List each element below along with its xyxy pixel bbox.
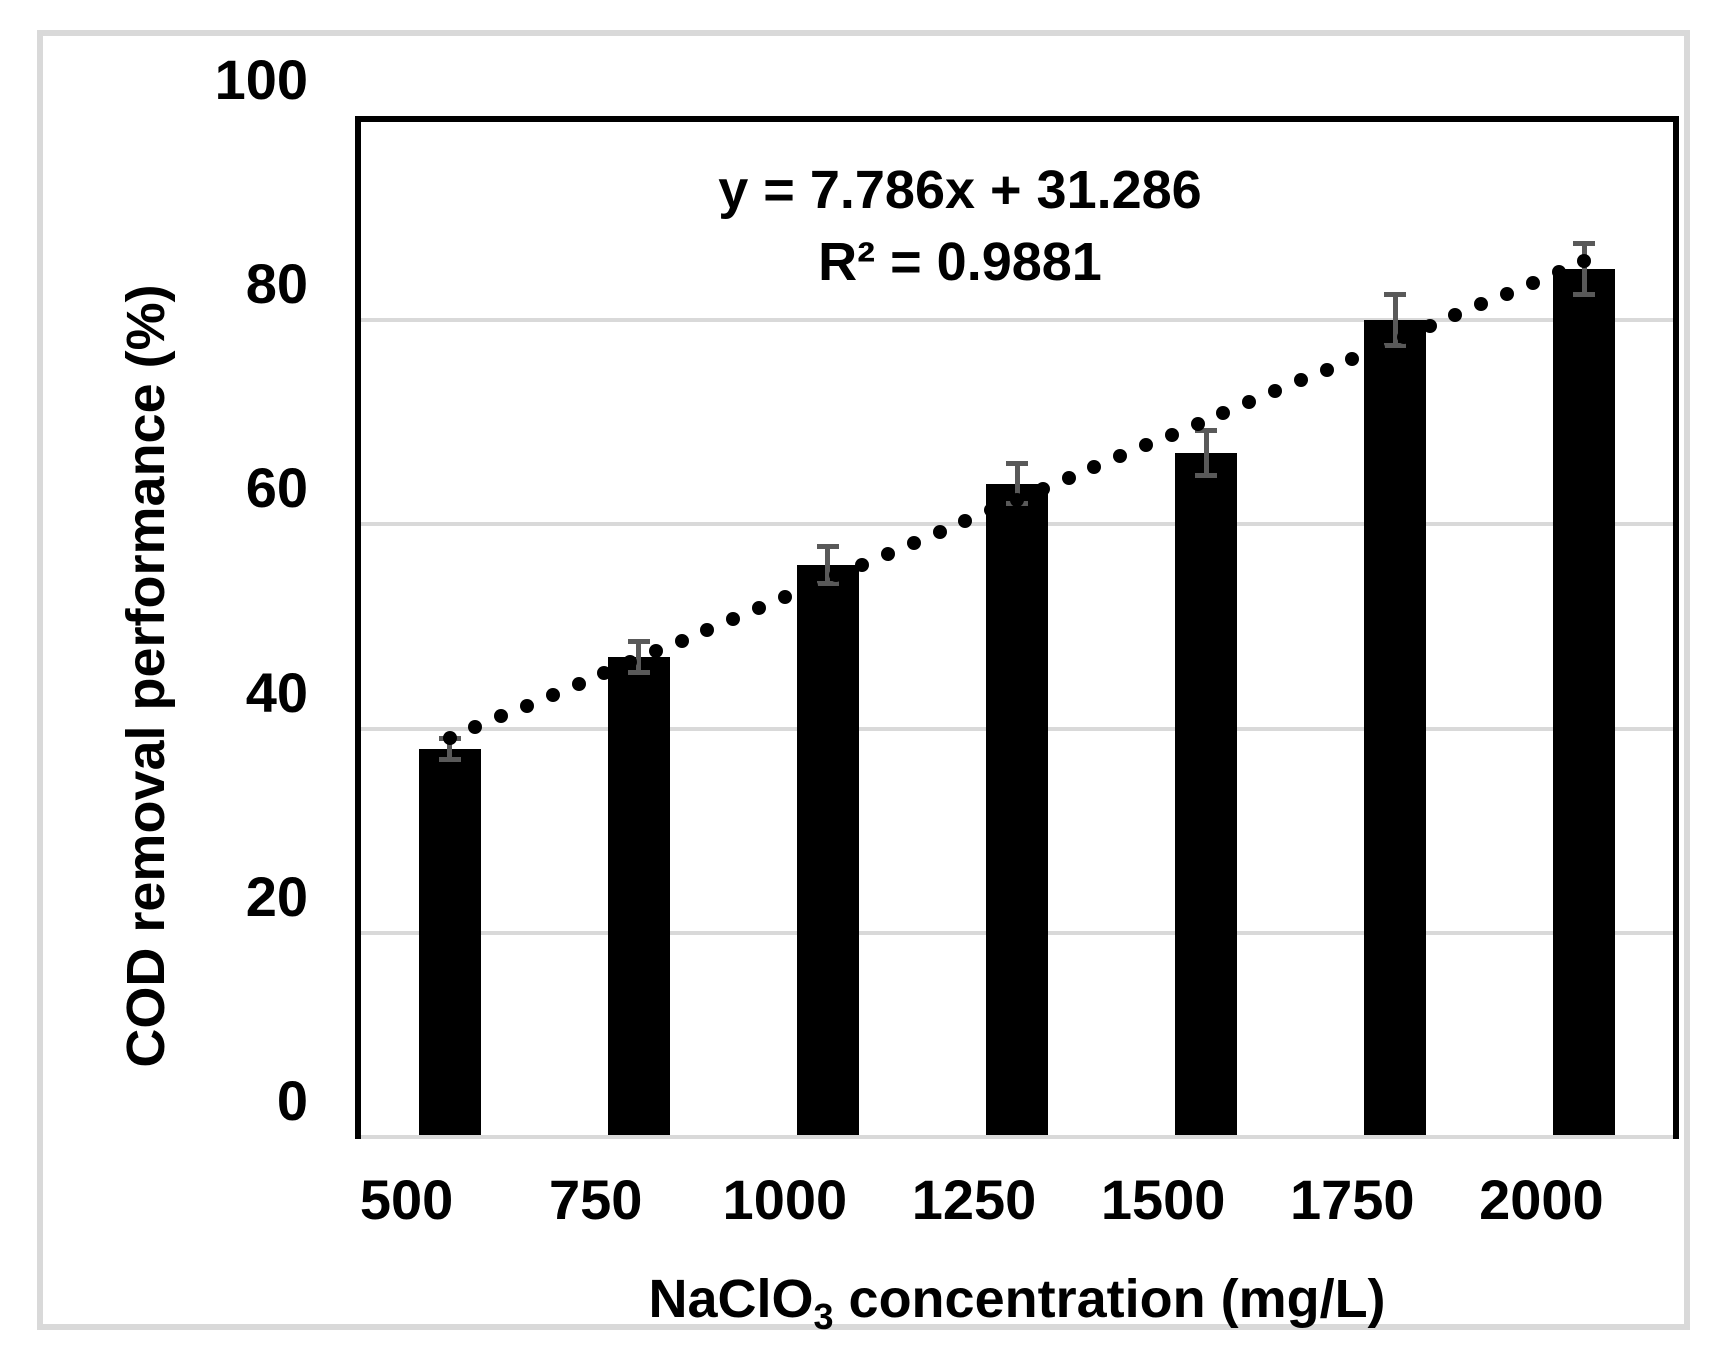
plot-area: y = 7.786x + 31.286 R² = 0.9881 xyxy=(355,116,1679,1139)
bar-1000 xyxy=(796,565,859,1137)
trendline-dot xyxy=(777,590,792,605)
trendline-dot xyxy=(1319,362,1334,377)
trendline-dot xyxy=(1113,449,1128,464)
x-axis-title-subscript: 3 xyxy=(813,1296,834,1337)
y-tick-20: 20 xyxy=(245,864,308,928)
bar-750 xyxy=(607,657,670,1137)
trendline-dot xyxy=(829,568,844,583)
trendline-dot xyxy=(881,546,896,561)
trendline-dot xyxy=(1422,319,1437,334)
trendline-dot xyxy=(468,720,483,735)
plot-border-right xyxy=(1673,116,1679,1139)
x-tick-2000: 2000 xyxy=(1479,1168,1604,1231)
x-axis-title-rest: concentration (mg/L) xyxy=(833,1269,1386,1329)
trendline-dot xyxy=(1061,470,1076,485)
trendline-dot xyxy=(1525,275,1540,290)
trendline-equation: y = 7.786x + 31.286 R² = 0.9881 xyxy=(718,154,1201,298)
error-cap-top-1750 xyxy=(1384,292,1407,298)
error-cap-bottom-2000 xyxy=(1573,292,1596,298)
trendline-dot xyxy=(571,676,586,691)
r-squared-line: R² = 0.9881 xyxy=(818,232,1102,292)
error-bar-1000 xyxy=(825,546,831,584)
trendline-dot xyxy=(623,655,638,670)
error-cap-bottom-1500 xyxy=(1195,472,1218,478)
trendline-dot xyxy=(932,525,947,540)
trendline-dot xyxy=(726,611,741,626)
error-cap-top-750 xyxy=(627,639,650,645)
trendline-dot xyxy=(984,503,999,518)
trendline-dot xyxy=(519,698,534,713)
equation-line: y = 7.786x + 31.286 xyxy=(718,160,1202,220)
bar-1750 xyxy=(1364,320,1427,1137)
trendline-dot xyxy=(1371,340,1386,355)
trendline-dot xyxy=(752,600,767,615)
y-tick-60: 60 xyxy=(245,456,308,520)
trendline-dot xyxy=(442,731,457,746)
x-axis-title-main: NaClO xyxy=(648,1269,814,1329)
y-tick-40: 40 xyxy=(245,660,308,724)
y-tick-0: 0 xyxy=(276,1069,308,1132)
trendline-dot xyxy=(597,666,612,681)
bar-1250 xyxy=(986,483,1048,1137)
trendline-dot xyxy=(1474,297,1489,312)
error-cap-bottom-1000 xyxy=(816,581,839,587)
trendline-dot xyxy=(958,514,973,529)
gridline-80 xyxy=(355,318,1679,323)
figure-border: COD removal performance (%) y = 7.786x +… xyxy=(37,30,1690,1337)
error-bar-2000 xyxy=(1581,243,1587,295)
error-cap-bottom-750 xyxy=(627,669,650,675)
bar-2000 xyxy=(1553,269,1616,1137)
trendline-dot xyxy=(1345,351,1360,366)
trendline-dot xyxy=(1035,481,1050,496)
x-tick-1500: 1500 xyxy=(1100,1168,1226,1231)
trendline-dot xyxy=(1216,405,1231,420)
trendline-dot xyxy=(1164,427,1179,442)
x-tick-500: 500 xyxy=(359,1168,454,1231)
error-cap-top-2000 xyxy=(1573,241,1596,247)
error-bar-1500 xyxy=(1203,430,1209,476)
trendline-dot xyxy=(1010,492,1024,507)
error-bar-1750 xyxy=(1392,294,1398,346)
x-axis-line xyxy=(355,1135,1679,1139)
trendline-dot xyxy=(700,622,715,637)
trendline-dot xyxy=(855,557,870,572)
trendline-dot xyxy=(1242,395,1257,410)
plot-border-top xyxy=(355,116,1679,122)
trendline-dot xyxy=(803,579,818,594)
y-axis-line xyxy=(355,116,361,1139)
x-tick-1750: 1750 xyxy=(1289,1168,1415,1231)
error-cap-top-1000 xyxy=(816,544,839,550)
trendline-dot xyxy=(1087,460,1102,475)
y-tick-100: 100 xyxy=(214,48,308,111)
bar-500 xyxy=(418,749,481,1137)
error-cap-bottom-1750 xyxy=(1384,343,1407,349)
x-tick-1250: 1250 xyxy=(911,1168,1037,1231)
trendline-dot xyxy=(1551,264,1566,279)
error-cap-top-1500 xyxy=(1195,427,1218,433)
trendline-dot xyxy=(1138,438,1153,453)
x-tick-1000: 1000 xyxy=(722,1168,848,1231)
x-axis-title: NaClO3 concentration (mg/L) xyxy=(648,1268,1386,1337)
y-tick-80: 80 xyxy=(245,252,308,316)
trendline-dot xyxy=(1396,329,1411,344)
error-bar-1250 xyxy=(1014,463,1020,504)
error-bar-500 xyxy=(447,738,453,760)
trendline-dot xyxy=(648,644,663,659)
trendline-dot xyxy=(1500,286,1515,301)
error-bar-750 xyxy=(636,641,642,673)
trendline-dot xyxy=(545,687,560,702)
trendline-dot xyxy=(674,633,689,648)
trendline-dot xyxy=(1267,384,1282,399)
error-cap-bottom-500 xyxy=(438,756,461,762)
trendline-dot xyxy=(1448,308,1463,323)
error-cap-top-1250 xyxy=(1006,460,1028,466)
x-tick-750: 750 xyxy=(548,1168,643,1231)
trendline-dot xyxy=(1577,254,1592,269)
bar-1500 xyxy=(1175,452,1238,1137)
trendline-dot xyxy=(906,535,921,550)
trendline-dot xyxy=(494,709,509,724)
trendline-dot xyxy=(1293,373,1308,388)
trendline-dot xyxy=(1190,416,1205,431)
